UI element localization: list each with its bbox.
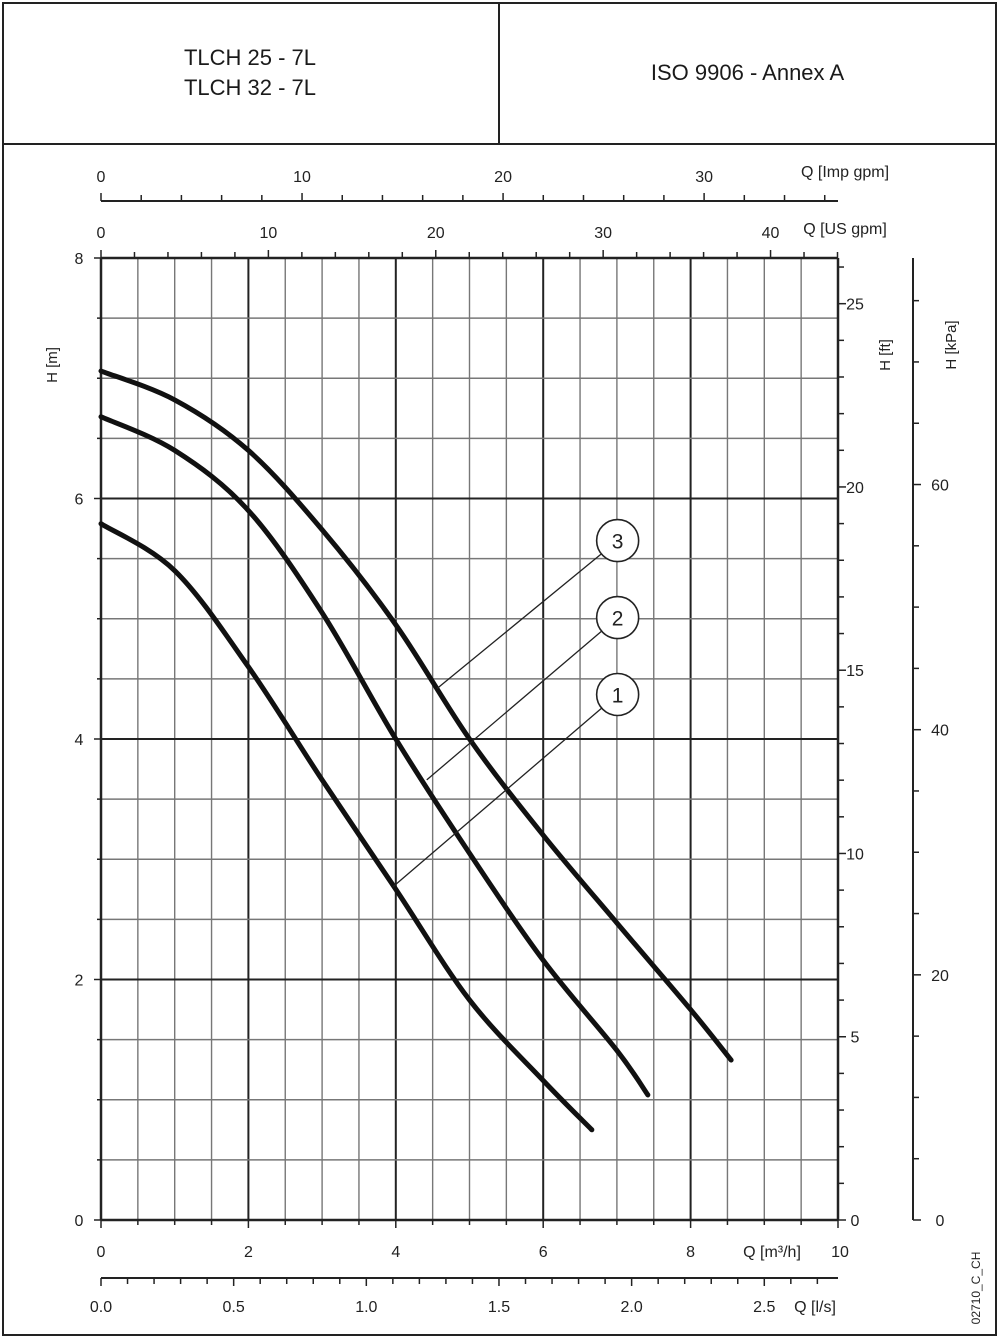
kpa-tick-label: 0: [936, 1213, 945, 1230]
us-gpm-tick-label: 10: [259, 225, 277, 242]
ls-tick-label: 1.0: [355, 1299, 377, 1316]
callout-label: 3: [612, 531, 624, 554]
x-tick-label: 4: [391, 1244, 400, 1261]
y-tick-label: 6: [75, 492, 84, 509]
pump-curve-1: [98, 521, 595, 1133]
drawing-code: 02710_C_CH: [969, 1252, 983, 1325]
x-tick-label: 8: [686, 1244, 695, 1261]
us-gpm-tick-label: 40: [762, 225, 780, 242]
y-tick-label: 8: [75, 251, 84, 268]
title-block: TLCH 25 - 7L TLCH 32 - 7L ISO 9906 - Ann…: [2, 2, 995, 145]
imp-gpm-axis-title: Q [Imp gpm]: [801, 164, 889, 181]
ft-tick-label: 10: [846, 846, 864, 863]
callout-circle: [595, 518, 640, 563]
kpa-tick-label: 60: [931, 478, 949, 495]
callout-label: 2: [612, 608, 624, 631]
ft-axis-title: H [ft]: [877, 339, 894, 371]
callout-leader-line: [436, 553, 602, 689]
x-axis-title: Q [m³/h]: [743, 1244, 801, 1261]
model-name: TLCH 25 - 7L: [183, 44, 317, 70]
y-axis-title: H [m]: [44, 347, 61, 383]
us-gpm-axis-title: Q [US gpm]: [803, 221, 887, 238]
x-tick-label: 0: [97, 1244, 106, 1261]
kpa-tick-label: 40: [931, 723, 949, 740]
ls-axis-title: Q [l/s]: [794, 1299, 836, 1316]
standard-cell: ISO 9906 - Annex A: [500, 2, 995, 143]
ft-tick-label: 25: [846, 297, 864, 314]
y-tick-label: 4: [75, 732, 84, 749]
callout-circle: [595, 595, 640, 640]
y-tick-label: 0: [75, 1213, 84, 1230]
us-gpm-tick-label: 0: [97, 225, 106, 242]
imp-gpm-tick-label: 0: [97, 169, 106, 186]
x-tick-label: 2: [244, 1244, 253, 1261]
pump-curve-2: [98, 414, 651, 1098]
model-name: TLCH 32 - 7L: [183, 74, 317, 100]
ft-tick-label: 0: [851, 1213, 860, 1230]
callout-label: 1: [612, 685, 624, 708]
callout-leader-line: [392, 707, 603, 888]
ls-tick-label: 0.0: [90, 1299, 112, 1316]
x-tick-label: 10: [831, 1244, 849, 1261]
imp-gpm-tick-label: 10: [293, 169, 311, 186]
us-gpm-tick-label: 30: [594, 225, 612, 242]
ls-tick-label: 2.5: [753, 1299, 775, 1316]
kpa-axis-title: H [kPa]: [943, 320, 960, 369]
ft-tick-label: 5: [851, 1030, 860, 1047]
imp-gpm-tick-label: 20: [494, 169, 512, 186]
callout-leader-line: [426, 630, 603, 781]
y-tick-label: 2: [75, 973, 84, 990]
callout-circle: [595, 672, 640, 717]
x-tick-label: 6: [539, 1244, 548, 1261]
pump-curve-3: [98, 368, 734, 1063]
ft-tick-label: 15: [846, 663, 864, 680]
ft-tick-label: 20: [846, 480, 864, 497]
ls-tick-label: 0.5: [223, 1299, 245, 1316]
us-gpm-tick-label: 20: [427, 225, 445, 242]
kpa-tick-label: 20: [931, 968, 949, 985]
model-cell: TLCH 25 - 7L TLCH 32 - 7L: [2, 2, 500, 143]
imp-gpm-tick-label: 30: [695, 169, 713, 186]
ls-tick-label: 1.5: [488, 1299, 510, 1316]
standard-label: ISO 9906 - Annex A: [650, 59, 845, 85]
ls-tick-label: 2.0: [621, 1299, 643, 1316]
